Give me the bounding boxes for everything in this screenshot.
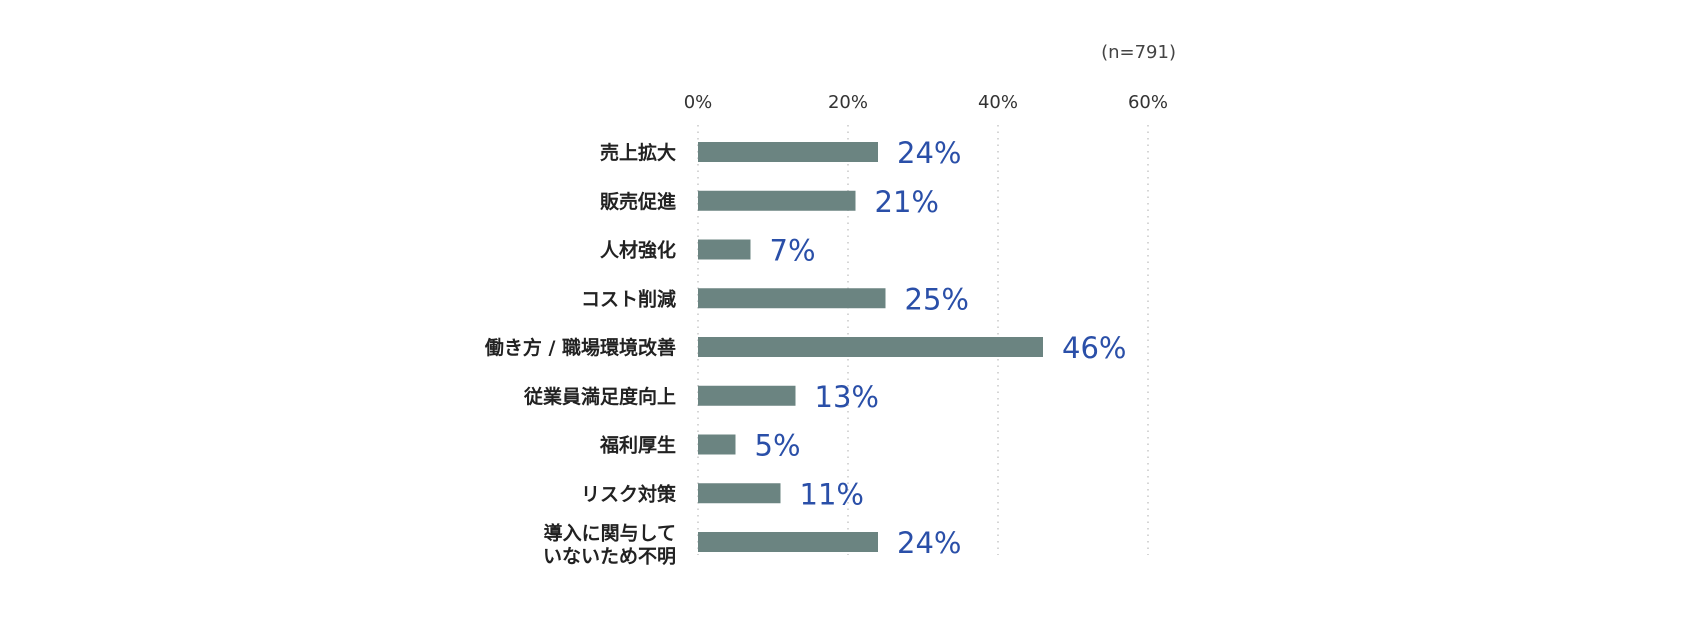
bar: [698, 385, 796, 406]
x-tick-label: 0%: [684, 92, 713, 113]
bar: [698, 483, 781, 504]
data-label: 25%: [905, 282, 969, 316]
category-label: いないため不明: [543, 546, 676, 568]
data-label: 21%: [875, 185, 939, 219]
bar: [698, 239, 751, 260]
bar: [698, 142, 878, 162]
data-label: 46%: [1062, 331, 1126, 365]
category-label: リスク対策: [581, 482, 677, 505]
category-label: 導入に関与して: [544, 522, 676, 545]
sample-size-note: (n=791): [1101, 42, 1176, 63]
x-tick-label: 20%: [828, 92, 868, 113]
bar: [698, 532, 878, 552]
bars: [698, 142, 1043, 552]
category-label: 売上拡大: [600, 141, 676, 164]
x-axis-ticks: 0% 20% 40% 60%: [684, 92, 1168, 113]
data-label: 5%: [755, 429, 801, 463]
bar: [698, 434, 736, 455]
data-label: 24%: [897, 526, 961, 560]
x-tick-label: 40%: [978, 92, 1018, 113]
data-label: 24%: [897, 136, 961, 170]
category-label: コスト削減: [581, 287, 676, 310]
bar: [698, 337, 1043, 357]
category-label: 福利厚生: [599, 434, 676, 457]
data-label: 11%: [800, 477, 864, 511]
category-label: 働き方 / 職場環境改善: [484, 336, 676, 359]
x-tick-label: 60%: [1128, 92, 1168, 113]
category-label: 従業員満足度向上: [523, 385, 676, 408]
data-label: 13%: [815, 380, 879, 414]
bar: [698, 190, 856, 211]
bar: [698, 288, 886, 309]
data-label: 7%: [770, 234, 816, 268]
category-label: 販売促進: [600, 190, 676, 213]
category-label: 人材強化: [600, 239, 676, 262]
value-labels: 24% 21% 7% 25% 46% 13% 5% 11% 24%: [755, 136, 1127, 560]
